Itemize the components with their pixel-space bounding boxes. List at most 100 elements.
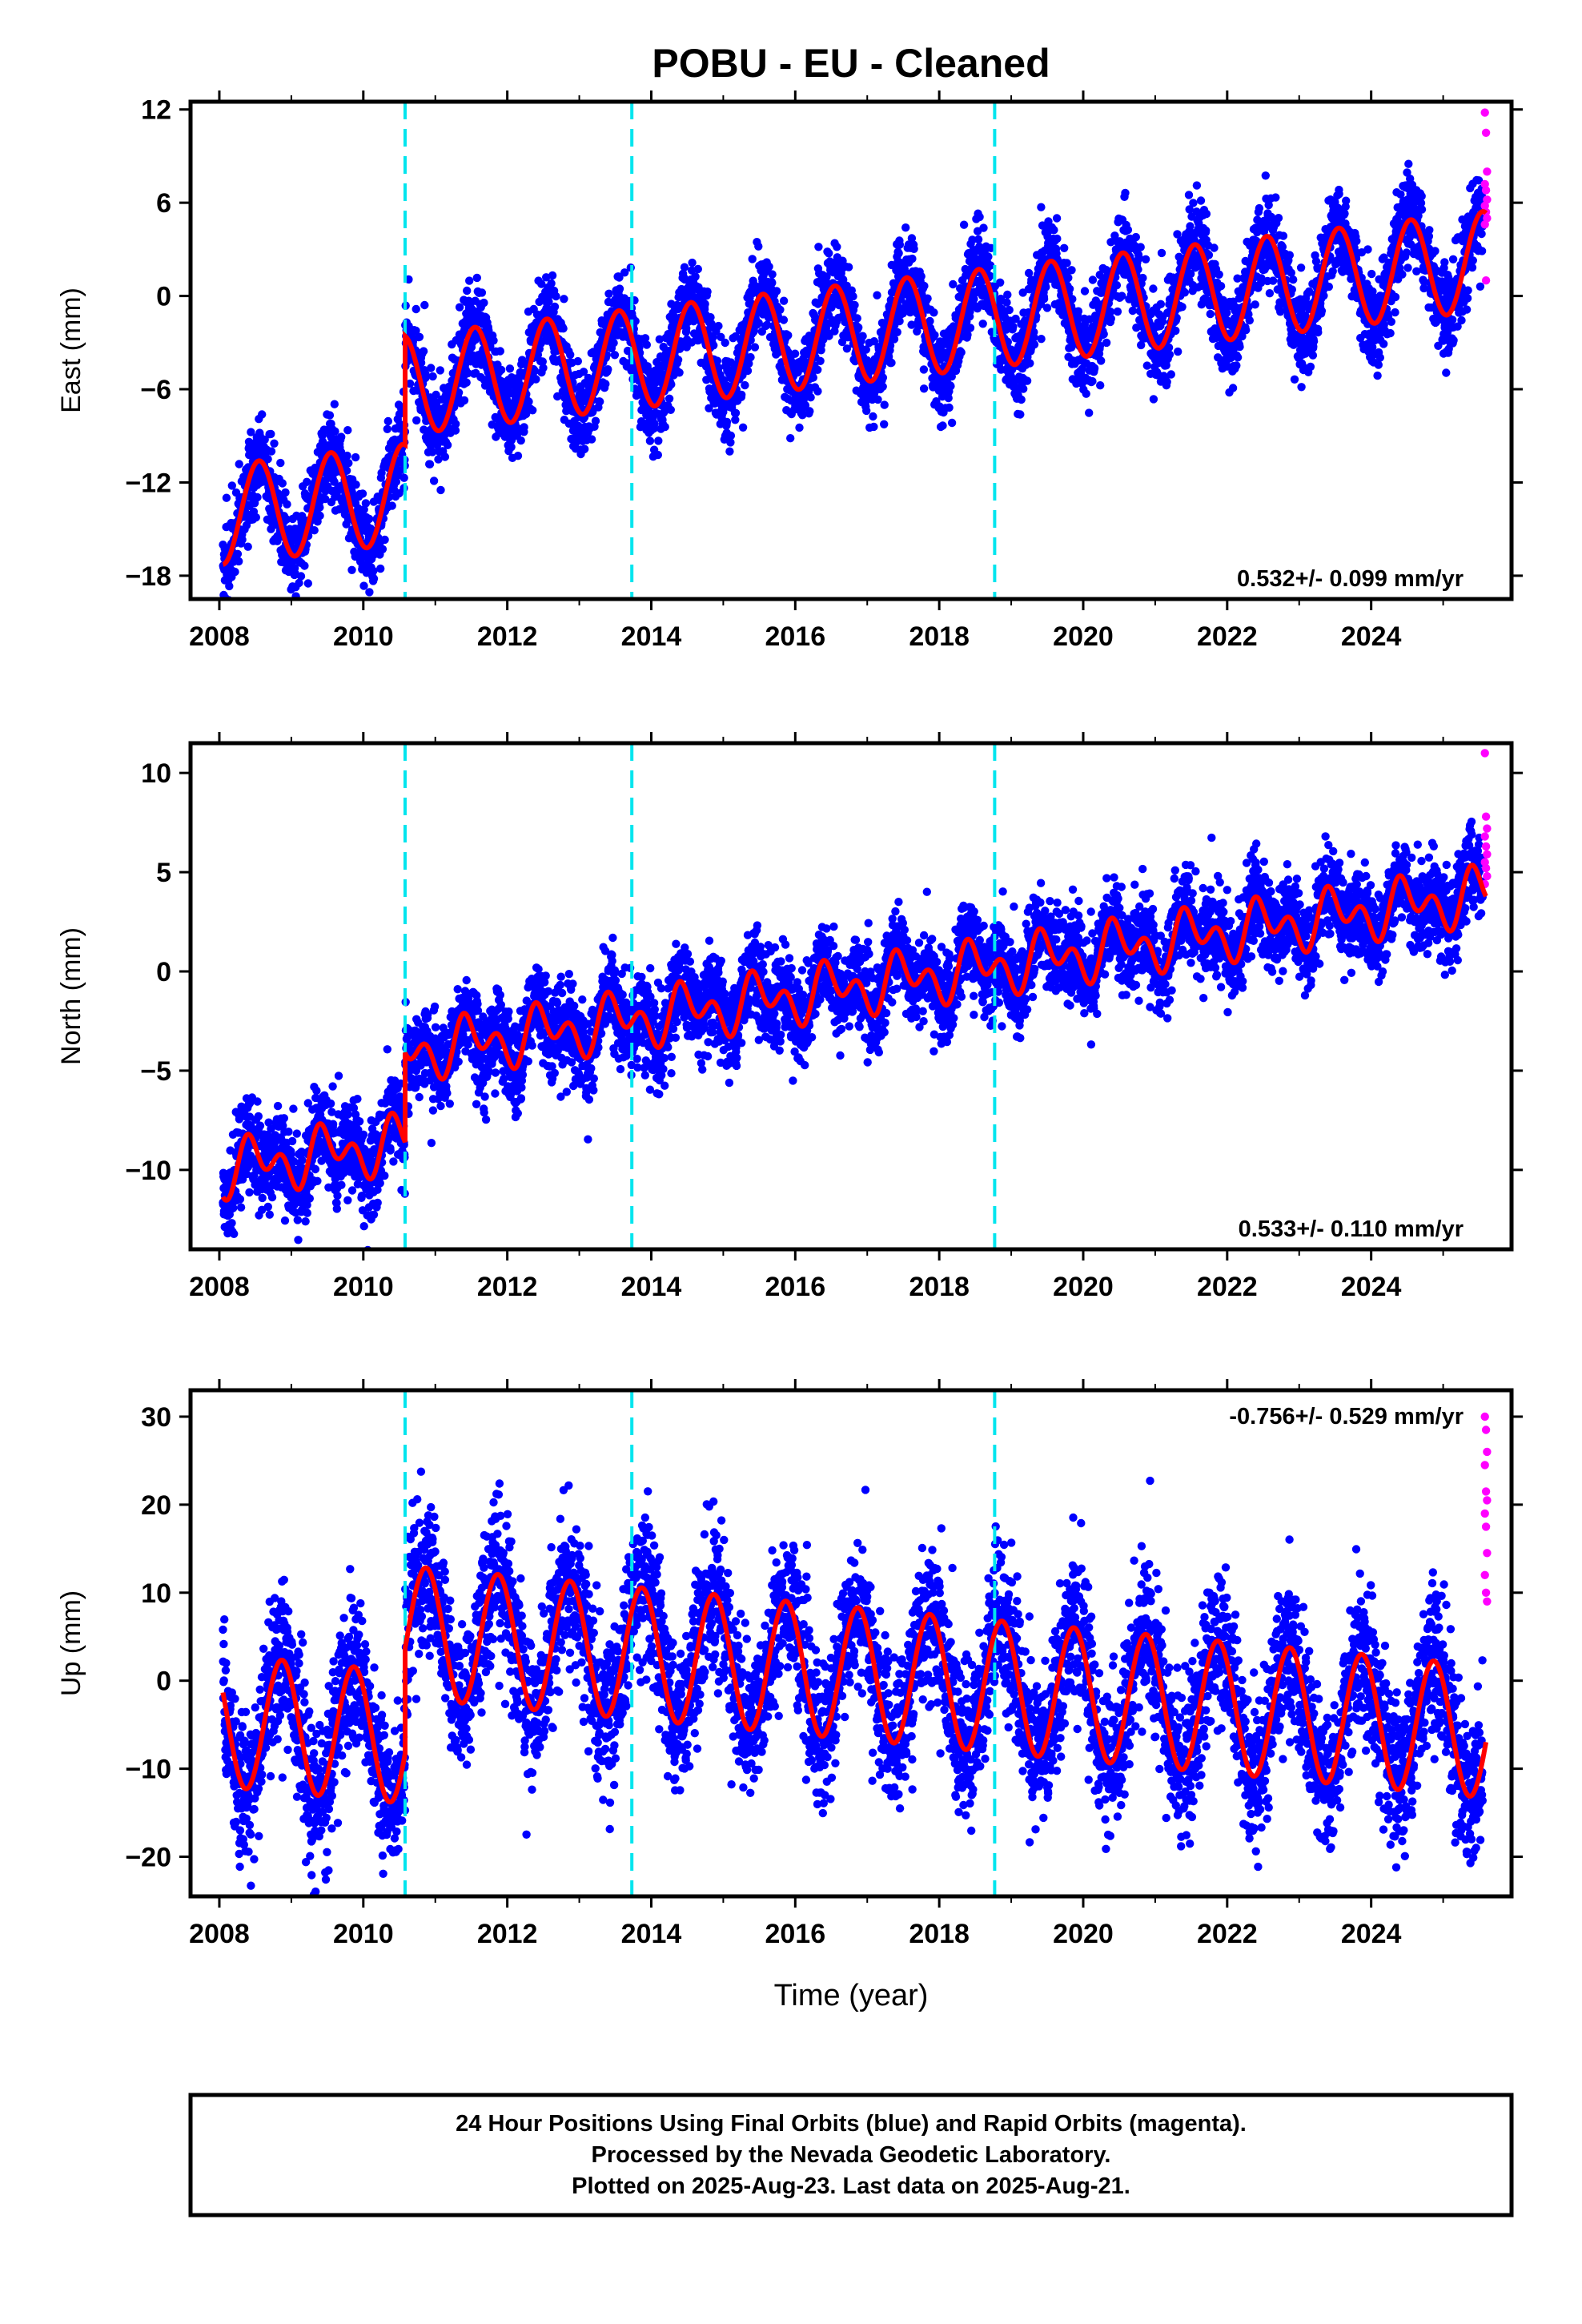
data-point (713, 356, 722, 365)
data-point (416, 358, 426, 368)
data-point (1289, 275, 1298, 284)
data-point (1019, 384, 1028, 393)
data-point (559, 324, 568, 333)
data-point (472, 273, 481, 283)
data-point (1009, 322, 1018, 332)
data-point (1088, 376, 1097, 386)
data-point (1156, 300, 1166, 308)
data-point (347, 565, 356, 574)
data-point (330, 400, 339, 408)
data-point (552, 292, 560, 301)
data-point (538, 357, 547, 366)
data-point (1131, 232, 1141, 242)
data-point (480, 298, 488, 308)
data-point (615, 273, 624, 282)
data-point (957, 348, 966, 357)
data-point (412, 304, 420, 314)
data-point (604, 365, 612, 374)
data-point (919, 365, 929, 374)
data-point (547, 279, 556, 288)
data-point (873, 395, 882, 404)
data-point (496, 365, 506, 375)
data-point (507, 443, 516, 452)
data-point (378, 545, 387, 553)
data-point (974, 235, 983, 244)
data-point (380, 535, 389, 545)
data-point (506, 388, 516, 398)
data-point (743, 366, 753, 376)
data-point (1037, 335, 1046, 344)
data-point (440, 452, 450, 461)
data-point (745, 359, 753, 368)
data-point (1022, 376, 1032, 385)
data-point (286, 620, 294, 628)
data-point (343, 426, 352, 435)
data-point (258, 410, 267, 419)
data-point (391, 477, 401, 486)
data-point (579, 368, 588, 376)
data-point (243, 542, 252, 551)
data-point (1074, 307, 1083, 316)
data-point (738, 423, 748, 432)
data-point (516, 436, 525, 445)
data-point (576, 384, 585, 393)
data-point (1096, 381, 1105, 390)
data-point (691, 272, 700, 281)
data-point (923, 294, 932, 303)
data-point (978, 320, 987, 328)
data-point (270, 439, 279, 448)
data-point (520, 423, 528, 432)
data-point (383, 424, 391, 433)
data-point (665, 394, 674, 403)
data-point (642, 340, 651, 349)
data-point (959, 220, 969, 229)
data-point (227, 481, 236, 490)
data-point (887, 358, 896, 368)
data-point (854, 323, 863, 332)
data-point (1016, 410, 1025, 419)
data-point (1232, 361, 1241, 370)
data-point (369, 566, 378, 576)
data-point (530, 366, 540, 376)
data-point (1121, 188, 1130, 198)
data-point (862, 406, 871, 416)
data-point (235, 460, 243, 468)
data-point (833, 243, 841, 251)
data-point (587, 435, 596, 444)
data-point (703, 287, 712, 296)
data-point (1142, 361, 1152, 370)
data-point (1030, 340, 1039, 349)
data-point (1157, 248, 1166, 258)
data-point (1309, 337, 1319, 346)
data-point (880, 420, 889, 428)
data-point (784, 331, 793, 340)
data-point (1202, 226, 1211, 235)
data-point (702, 376, 711, 384)
data-point (825, 249, 833, 258)
data-point (660, 408, 669, 416)
data-point (1003, 290, 1012, 300)
data-point (242, 521, 251, 530)
data-point (946, 382, 955, 391)
data-point (344, 459, 353, 468)
data-point (429, 476, 439, 485)
data-point (667, 380, 676, 389)
data-point (1196, 196, 1206, 205)
data-point (281, 488, 290, 497)
data-point (428, 372, 437, 381)
data-point (680, 263, 689, 271)
data-point (596, 397, 604, 406)
data-point (816, 356, 825, 365)
data-point (421, 370, 430, 379)
data-point (550, 302, 560, 312)
data-point (880, 400, 889, 409)
data-point (1306, 362, 1315, 372)
data-point (858, 332, 867, 340)
data-point (427, 364, 436, 372)
data-point (365, 588, 374, 597)
data-point (351, 480, 360, 489)
data-point (908, 254, 917, 263)
data-point (361, 499, 371, 508)
data-point (325, 411, 335, 420)
